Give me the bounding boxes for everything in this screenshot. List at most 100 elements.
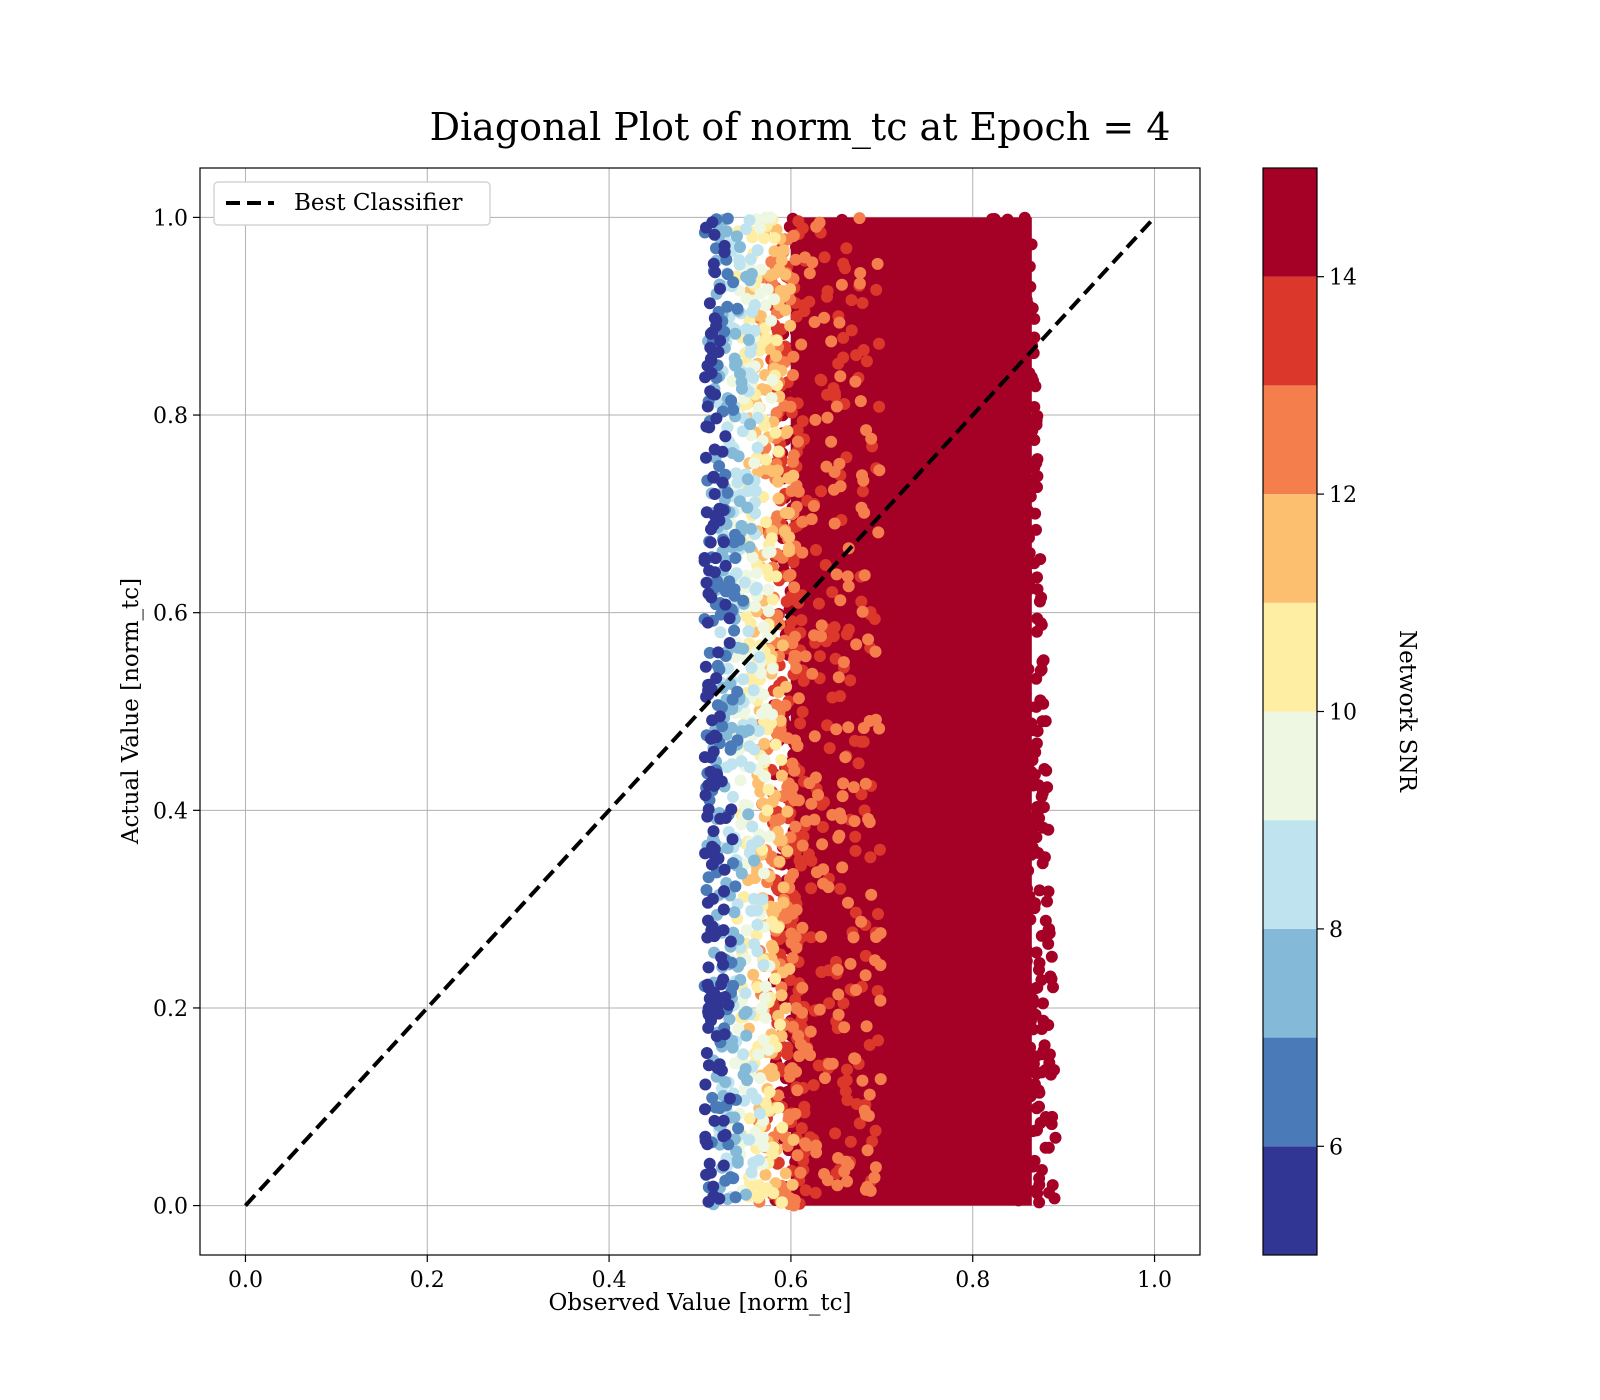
scatter-point	[1031, 1187, 1044, 1200]
colorbar-bin-7	[1263, 385, 1317, 495]
scatter-point	[788, 581, 801, 594]
scatter-point	[795, 338, 808, 351]
scatter-point	[713, 502, 726, 515]
scatter-point	[818, 251, 831, 264]
scatter-point	[740, 924, 753, 937]
scatter-point	[713, 580, 725, 592]
scatter-point	[723, 1013, 736, 1026]
scatter-point	[984, 424, 997, 437]
scatter-point	[826, 808, 839, 821]
scatter-point	[1028, 434, 1041, 446]
scatter-point	[768, 1069, 781, 1082]
scatter-point	[995, 888, 1008, 900]
scatter-point	[775, 1030, 788, 1042]
scatter-point	[848, 704, 861, 717]
scatter-point	[777, 881, 790, 894]
scatter-point	[779, 1002, 792, 1015]
scatter-point	[791, 1084, 804, 1097]
scatter-point	[727, 403, 740, 416]
scatter-point	[835, 812, 848, 825]
scatter-point	[802, 848, 815, 861]
scatter-point	[854, 395, 867, 408]
scatter-point	[749, 600, 762, 613]
scatter-point	[1011, 798, 1024, 810]
scatter-point	[806, 256, 819, 269]
scatter-point	[1012, 1194, 1025, 1207]
scatter-point	[841, 1175, 853, 1188]
scatter-point	[779, 507, 792, 519]
scatter-point	[1000, 947, 1013, 959]
scatter-point	[757, 959, 770, 971]
scatter-point	[700, 1047, 713, 1059]
scatter-point	[988, 213, 1001, 225]
scatter-point	[734, 774, 747, 787]
scatter-point	[812, 1059, 825, 1072]
scatter-point	[819, 1072, 831, 1085]
scatter-point	[780, 912, 793, 924]
scatter-point	[800, 1139, 813, 1152]
scatter-point	[748, 854, 761, 867]
scatter-point	[710, 731, 723, 744]
scatter-point	[717, 536, 730, 549]
colorbar-tick-label-2: 10	[1329, 701, 1357, 726]
scatter-point	[753, 1107, 766, 1120]
scatter-point	[988, 502, 1001, 514]
scatter-point	[779, 699, 792, 712]
scatter-point	[826, 586, 839, 599]
scatter-point	[850, 638, 863, 651]
scatter-point	[700, 451, 712, 464]
scatter-point	[699, 1134, 712, 1147]
scatter-point	[869, 645, 882, 658]
scatter-point	[1041, 781, 1054, 794]
scatter-point	[1023, 302, 1036, 315]
colorbar-bin-2	[1263, 928, 1317, 1038]
scatter-point	[706, 216, 719, 229]
x-tick-label-3: 0.6	[773, 1268, 808, 1293]
scatter-point	[786, 952, 799, 964]
scatter-point	[854, 267, 867, 279]
scatter-point	[1007, 385, 1020, 398]
scatter-point	[804, 1025, 817, 1038]
scatter-point	[796, 515, 809, 528]
scatter-point	[834, 594, 847, 607]
scatter-point	[738, 576, 751, 589]
scatter-point	[869, 954, 881, 967]
scatter-point	[1007, 1010, 1020, 1023]
scatter-point	[852, 757, 865, 770]
scatter-point	[774, 714, 787, 727]
legend: Best Classifier	[213, 181, 491, 226]
scatter-point	[1031, 725, 1044, 738]
scatter-point	[755, 1002, 768, 1015]
scatter-point	[989, 700, 1002, 713]
scatter-point	[855, 595, 868, 608]
scatter-point	[715, 1064, 728, 1077]
scatter-point	[759, 211, 772, 224]
scatter-point	[751, 918, 764, 931]
y-tick-label-5: 1.0	[153, 206, 188, 231]
scatter-point	[823, 742, 836, 755]
scatter-point	[790, 240, 802, 253]
scatter-point	[856, 605, 869, 618]
scatter-point	[815, 966, 828, 978]
scatter-point	[830, 639, 843, 652]
scatter-point	[871, 248, 884, 261]
scatter-point	[1018, 1020, 1031, 1033]
colorbar-label: Network SNR	[1394, 630, 1420, 793]
scatter-point	[806, 667, 819, 680]
scatter-point	[775, 769, 788, 782]
scatter-point	[726, 693, 739, 706]
scatter-point	[730, 230, 743, 243]
scatter-point	[809, 1186, 822, 1199]
scatter-point	[732, 1122, 745, 1135]
scatter-point	[759, 299, 772, 312]
scatter-point	[746, 820, 759, 833]
scatter-point	[853, 277, 866, 290]
scatter-point	[840, 242, 853, 255]
scatter-point	[1016, 1111, 1029, 1124]
scatter-point	[838, 1021, 851, 1034]
scatter-point	[1020, 464, 1033, 477]
scatter-point	[800, 370, 813, 383]
scatter-point	[808, 316, 821, 328]
scatter-point	[821, 388, 834, 401]
scatter-point	[723, 637, 736, 649]
